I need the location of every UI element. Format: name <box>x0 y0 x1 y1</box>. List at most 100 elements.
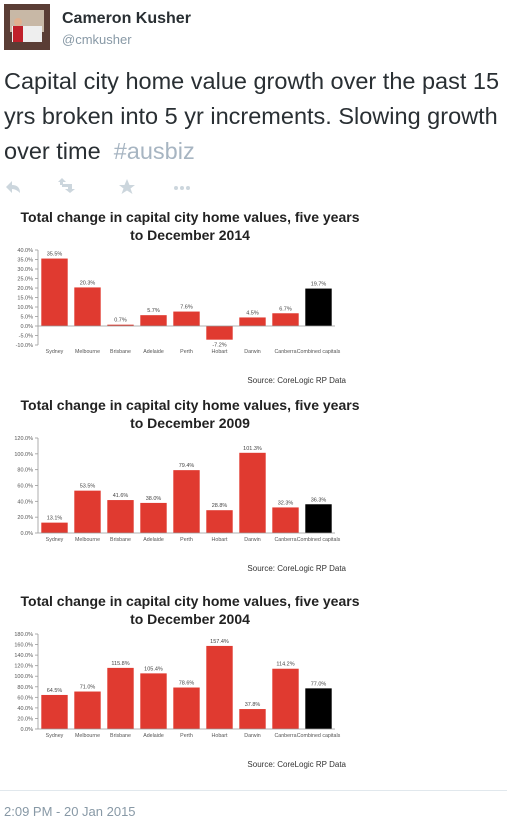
value-label: 101.3% <box>243 446 262 452</box>
bar <box>107 324 134 326</box>
y-tick-label: 100.0% <box>14 452 33 458</box>
bar <box>74 490 101 533</box>
y-tick-label: 0.0% <box>20 531 33 537</box>
y-tick-label: 140.0% <box>14 653 33 659</box>
y-tick-label: 80.0% <box>17 685 33 691</box>
y-tick-label: 40.0% <box>17 499 33 505</box>
y-tick-label: 120.0% <box>14 664 33 670</box>
value-label: 20.3% <box>80 280 96 286</box>
bar <box>173 311 200 326</box>
x-tick-label: Melbourne <box>75 537 100 543</box>
value-label: 53.5% <box>80 484 96 490</box>
x-tick-label: Hobart <box>212 537 228 543</box>
value-label: -7.2% <box>212 343 226 349</box>
y-tick-label: 60.0% <box>17 695 33 701</box>
bar <box>206 645 233 729</box>
chart-title: Total change in capital city home values… <box>20 209 360 243</box>
y-tick-label: 0.0% <box>20 324 33 330</box>
x-tick-label: Darwin <box>244 349 261 355</box>
tweet-body: Capital city home value growth over the … <box>4 68 500 164</box>
avatar[interactable] <box>4 4 50 50</box>
value-label: 114.2% <box>276 662 294 668</box>
x-tick-label: Melbourne <box>75 349 100 355</box>
value-label: 32.3% <box>278 500 294 506</box>
x-tick-label: Perth <box>180 733 193 739</box>
reply-icon[interactable] <box>6 181 20 193</box>
value-label: 38.0% <box>146 496 162 502</box>
y-tick-label: 25.0% <box>17 277 33 283</box>
bar <box>107 500 134 533</box>
chart: Total change in capital city home values… <box>0 592 360 782</box>
value-label: 115.8% <box>111 661 129 667</box>
y-tick-label: 40.0% <box>17 248 33 254</box>
y-tick-label: 160.0% <box>14 643 33 649</box>
x-tick-label: Adelaide <box>143 537 164 543</box>
bar <box>140 502 167 533</box>
tweet-text: Capital city home value growth over the … <box>4 64 507 169</box>
value-label: 28.8% <box>212 503 228 509</box>
bar <box>173 687 200 729</box>
bar <box>272 313 299 326</box>
x-tick-label: Adelaide <box>143 349 164 355</box>
y-tick-label: 60.0% <box>17 484 33 490</box>
bar <box>140 673 167 729</box>
x-tick-label: Combined capitals <box>297 733 341 739</box>
more-icon[interactable] <box>174 186 190 190</box>
value-label: 64.5% <box>47 688 63 694</box>
source-note: Source: CoreLogic RP Data <box>247 376 346 385</box>
x-tick-label: Combined capitals <box>297 349 341 355</box>
y-tick-label: 40.0% <box>17 706 33 712</box>
y-tick-label: 120.0% <box>14 436 33 442</box>
chart-title: Total change in capital city home values… <box>20 593 360 627</box>
bar <box>140 315 167 326</box>
bar <box>206 326 233 340</box>
chart-title: Total change in capital city home values… <box>20 397 360 431</box>
chart: Total change in capital city home values… <box>0 396 360 586</box>
y-tick-label: 0.0% <box>20 727 33 733</box>
hashtag[interactable]: #ausbiz <box>113 138 195 164</box>
value-label: 13.1% <box>47 516 63 522</box>
x-tick-label: Hobart <box>212 349 228 355</box>
bar <box>305 504 332 533</box>
y-tick-label: 15.0% <box>17 296 33 302</box>
x-tick-label: Canberra <box>274 349 296 355</box>
bar <box>305 688 332 729</box>
value-label: 157.4% <box>210 639 229 645</box>
bar <box>239 452 266 533</box>
y-tick-label: -5.0% <box>19 334 33 340</box>
value-label: 78.6% <box>179 681 195 687</box>
chart: Total change in capital city home values… <box>0 208 360 398</box>
favorite-icon[interactable] <box>119 179 135 194</box>
user-name[interactable]: Cameron Kusher <box>62 10 191 27</box>
divider <box>0 790 507 791</box>
value-label: 79.4% <box>179 463 195 469</box>
x-tick-label: Darwin <box>244 733 261 739</box>
y-tick-label: 20.0% <box>17 716 33 722</box>
bar <box>74 287 101 326</box>
x-tick-label: Hobart <box>212 733 228 739</box>
x-tick-label: Perth <box>180 349 193 355</box>
user-handle[interactable]: @cmkusher <box>62 32 132 47</box>
retweet-icon[interactable] <box>58 178 75 193</box>
x-tick-label: Sydney <box>46 537 64 543</box>
y-tick-label: 180.0% <box>14 632 33 638</box>
value-label: 7.6% <box>180 305 193 311</box>
x-tick-label: Sydney <box>46 733 64 739</box>
y-tick-label: 20.0% <box>17 515 33 521</box>
y-tick-label: 35.0% <box>17 258 33 264</box>
action-bar <box>6 178 190 194</box>
value-label: 4.5% <box>246 310 259 316</box>
bar <box>239 317 266 326</box>
source-note: Source: CoreLogic RP Data <box>247 564 346 573</box>
source-note: Source: CoreLogic RP Data <box>247 760 346 769</box>
chart-svg: -10.0% -5.0% 0.0% 5.0% 10.0% 15.0% 20.0% 25.0% 3… <box>16 248 347 385</box>
x-tick-label: Brisbane <box>110 733 131 739</box>
x-tick-label: Darwin <box>244 537 261 543</box>
y-tick-label: 100.0% <box>14 674 33 680</box>
x-tick-label: Brisbane <box>110 537 131 543</box>
bar <box>272 668 299 729</box>
bar <box>305 288 332 326</box>
timestamp[interactable]: 2:09 PM - 20 Jan 2015 <box>4 804 136 819</box>
x-tick-label: Adelaide <box>143 733 164 739</box>
